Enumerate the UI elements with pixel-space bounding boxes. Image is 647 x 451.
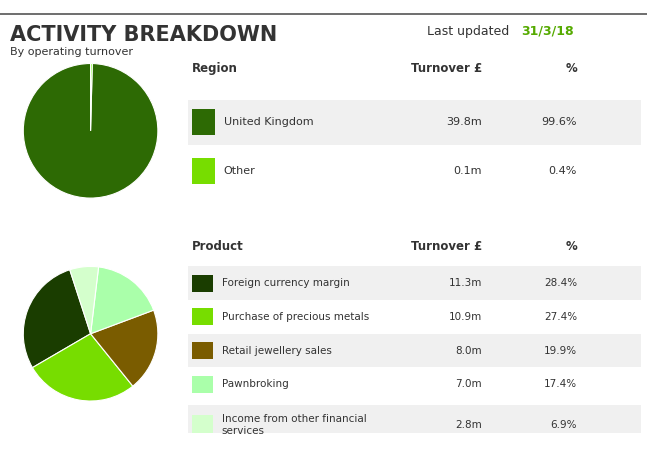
Text: United Kingdom: United Kingdom	[224, 117, 314, 127]
Text: Region: Region	[192, 62, 238, 75]
Wedge shape	[23, 270, 91, 368]
Bar	[192, 376, 212, 393]
Text: 2.8m: 2.8m	[455, 420, 482, 430]
Bar	[192, 415, 212, 435]
Bar	[192, 308, 212, 325]
Bar	[188, 368, 641, 401]
Text: Retail jewellery sales: Retail jewellery sales	[221, 345, 331, 355]
Text: Product: Product	[192, 240, 244, 253]
Text: Other: Other	[224, 166, 256, 176]
Bar	[188, 334, 641, 368]
Text: ACTIVITY BREAKDOWN: ACTIVITY BREAKDOWN	[10, 25, 277, 45]
Bar	[192, 158, 215, 184]
Wedge shape	[91, 64, 93, 131]
Text: 19.9%: 19.9%	[544, 345, 577, 355]
Text: 6.9%: 6.9%	[551, 420, 577, 430]
Text: 8.0m: 8.0m	[455, 345, 482, 355]
Text: 28.4%: 28.4%	[544, 278, 577, 288]
Text: 10.9m: 10.9m	[449, 312, 482, 322]
Text: Income from other financial
services: Income from other financial services	[221, 414, 366, 436]
Text: 31/3/18: 31/3/18	[521, 25, 573, 38]
Text: 17.4%: 17.4%	[544, 379, 577, 389]
Text: Turnover £: Turnover £	[411, 240, 482, 253]
Text: Turnover £: Turnover £	[411, 62, 482, 75]
Text: Pawnbroking: Pawnbroking	[221, 379, 289, 389]
Text: 39.8m: 39.8m	[446, 117, 482, 127]
Text: 11.3m: 11.3m	[448, 278, 482, 288]
Bar	[188, 100, 641, 145]
Bar	[188, 148, 641, 194]
Bar	[188, 405, 641, 445]
Wedge shape	[91, 310, 158, 386]
Text: %: %	[565, 240, 577, 253]
Bar	[192, 342, 212, 359]
Text: %: %	[565, 62, 577, 75]
Bar	[192, 109, 215, 135]
Text: Foreign currency margin: Foreign currency margin	[221, 278, 349, 288]
Bar	[188, 300, 641, 334]
Text: 27.4%: 27.4%	[544, 312, 577, 322]
Wedge shape	[32, 334, 133, 401]
Text: 0.1m: 0.1m	[454, 166, 482, 176]
Bar	[192, 275, 212, 292]
Wedge shape	[23, 64, 158, 198]
Wedge shape	[91, 267, 153, 334]
Text: 7.0m: 7.0m	[455, 379, 482, 389]
Text: Last updated: Last updated	[427, 25, 513, 38]
Wedge shape	[70, 267, 98, 334]
Text: 99.6%: 99.6%	[542, 117, 577, 127]
Bar	[188, 266, 641, 300]
Text: By operating turnover: By operating turnover	[10, 47, 133, 57]
Text: Purchase of precious metals: Purchase of precious metals	[221, 312, 369, 322]
Text: 0.4%: 0.4%	[549, 166, 577, 176]
